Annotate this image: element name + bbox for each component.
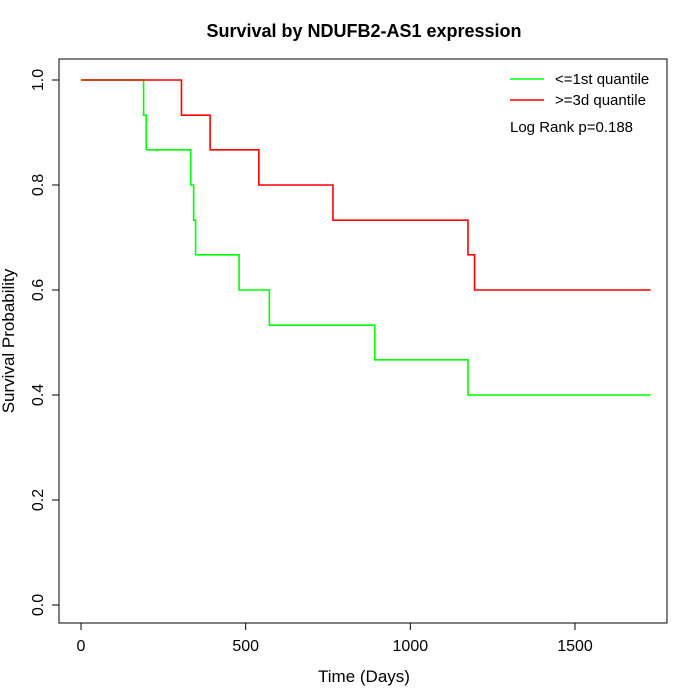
x-tick-label: 0: [77, 638, 86, 655]
plot-frame: [58, 58, 668, 624]
series-line-2: [81, 79, 651, 291]
y-axis-label: Survival Probability: [0, 268, 18, 413]
y-tick-label: 0.2: [30, 489, 47, 511]
legend: <=1st quantile >=3d quantile: [510, 71, 649, 109]
series-layer: [81, 79, 651, 396]
log-rank-annotation: Log Rank p=0.188: [510, 119, 633, 136]
y-tick-label: 1.0: [30, 69, 47, 91]
y-tick-label: 0.8: [30, 174, 47, 196]
x-axis-label: Time (Days): [318, 667, 410, 686]
x-axis: 0 500 1000 1500: [77, 622, 593, 655]
legend-label: <=1st quantile: [555, 71, 649, 88]
x-tick-label: 1000: [393, 638, 429, 655]
chart-title: Survival by NDUFB2-AS1 expression: [206, 21, 521, 41]
series-line-1: [81, 79, 651, 396]
x-tick-label: 500: [232, 638, 259, 655]
y-tick-label: 0.4: [30, 384, 47, 406]
x-tick-label: 1500: [557, 638, 593, 655]
y-tick-label: 0.0: [30, 594, 47, 616]
y-tick-label: 0.6: [30, 279, 47, 301]
y-axis: 0.0 0.2 0.4 0.6 0.8 1.0: [30, 69, 60, 616]
legend-label: >=3d quantile: [555, 92, 646, 109]
